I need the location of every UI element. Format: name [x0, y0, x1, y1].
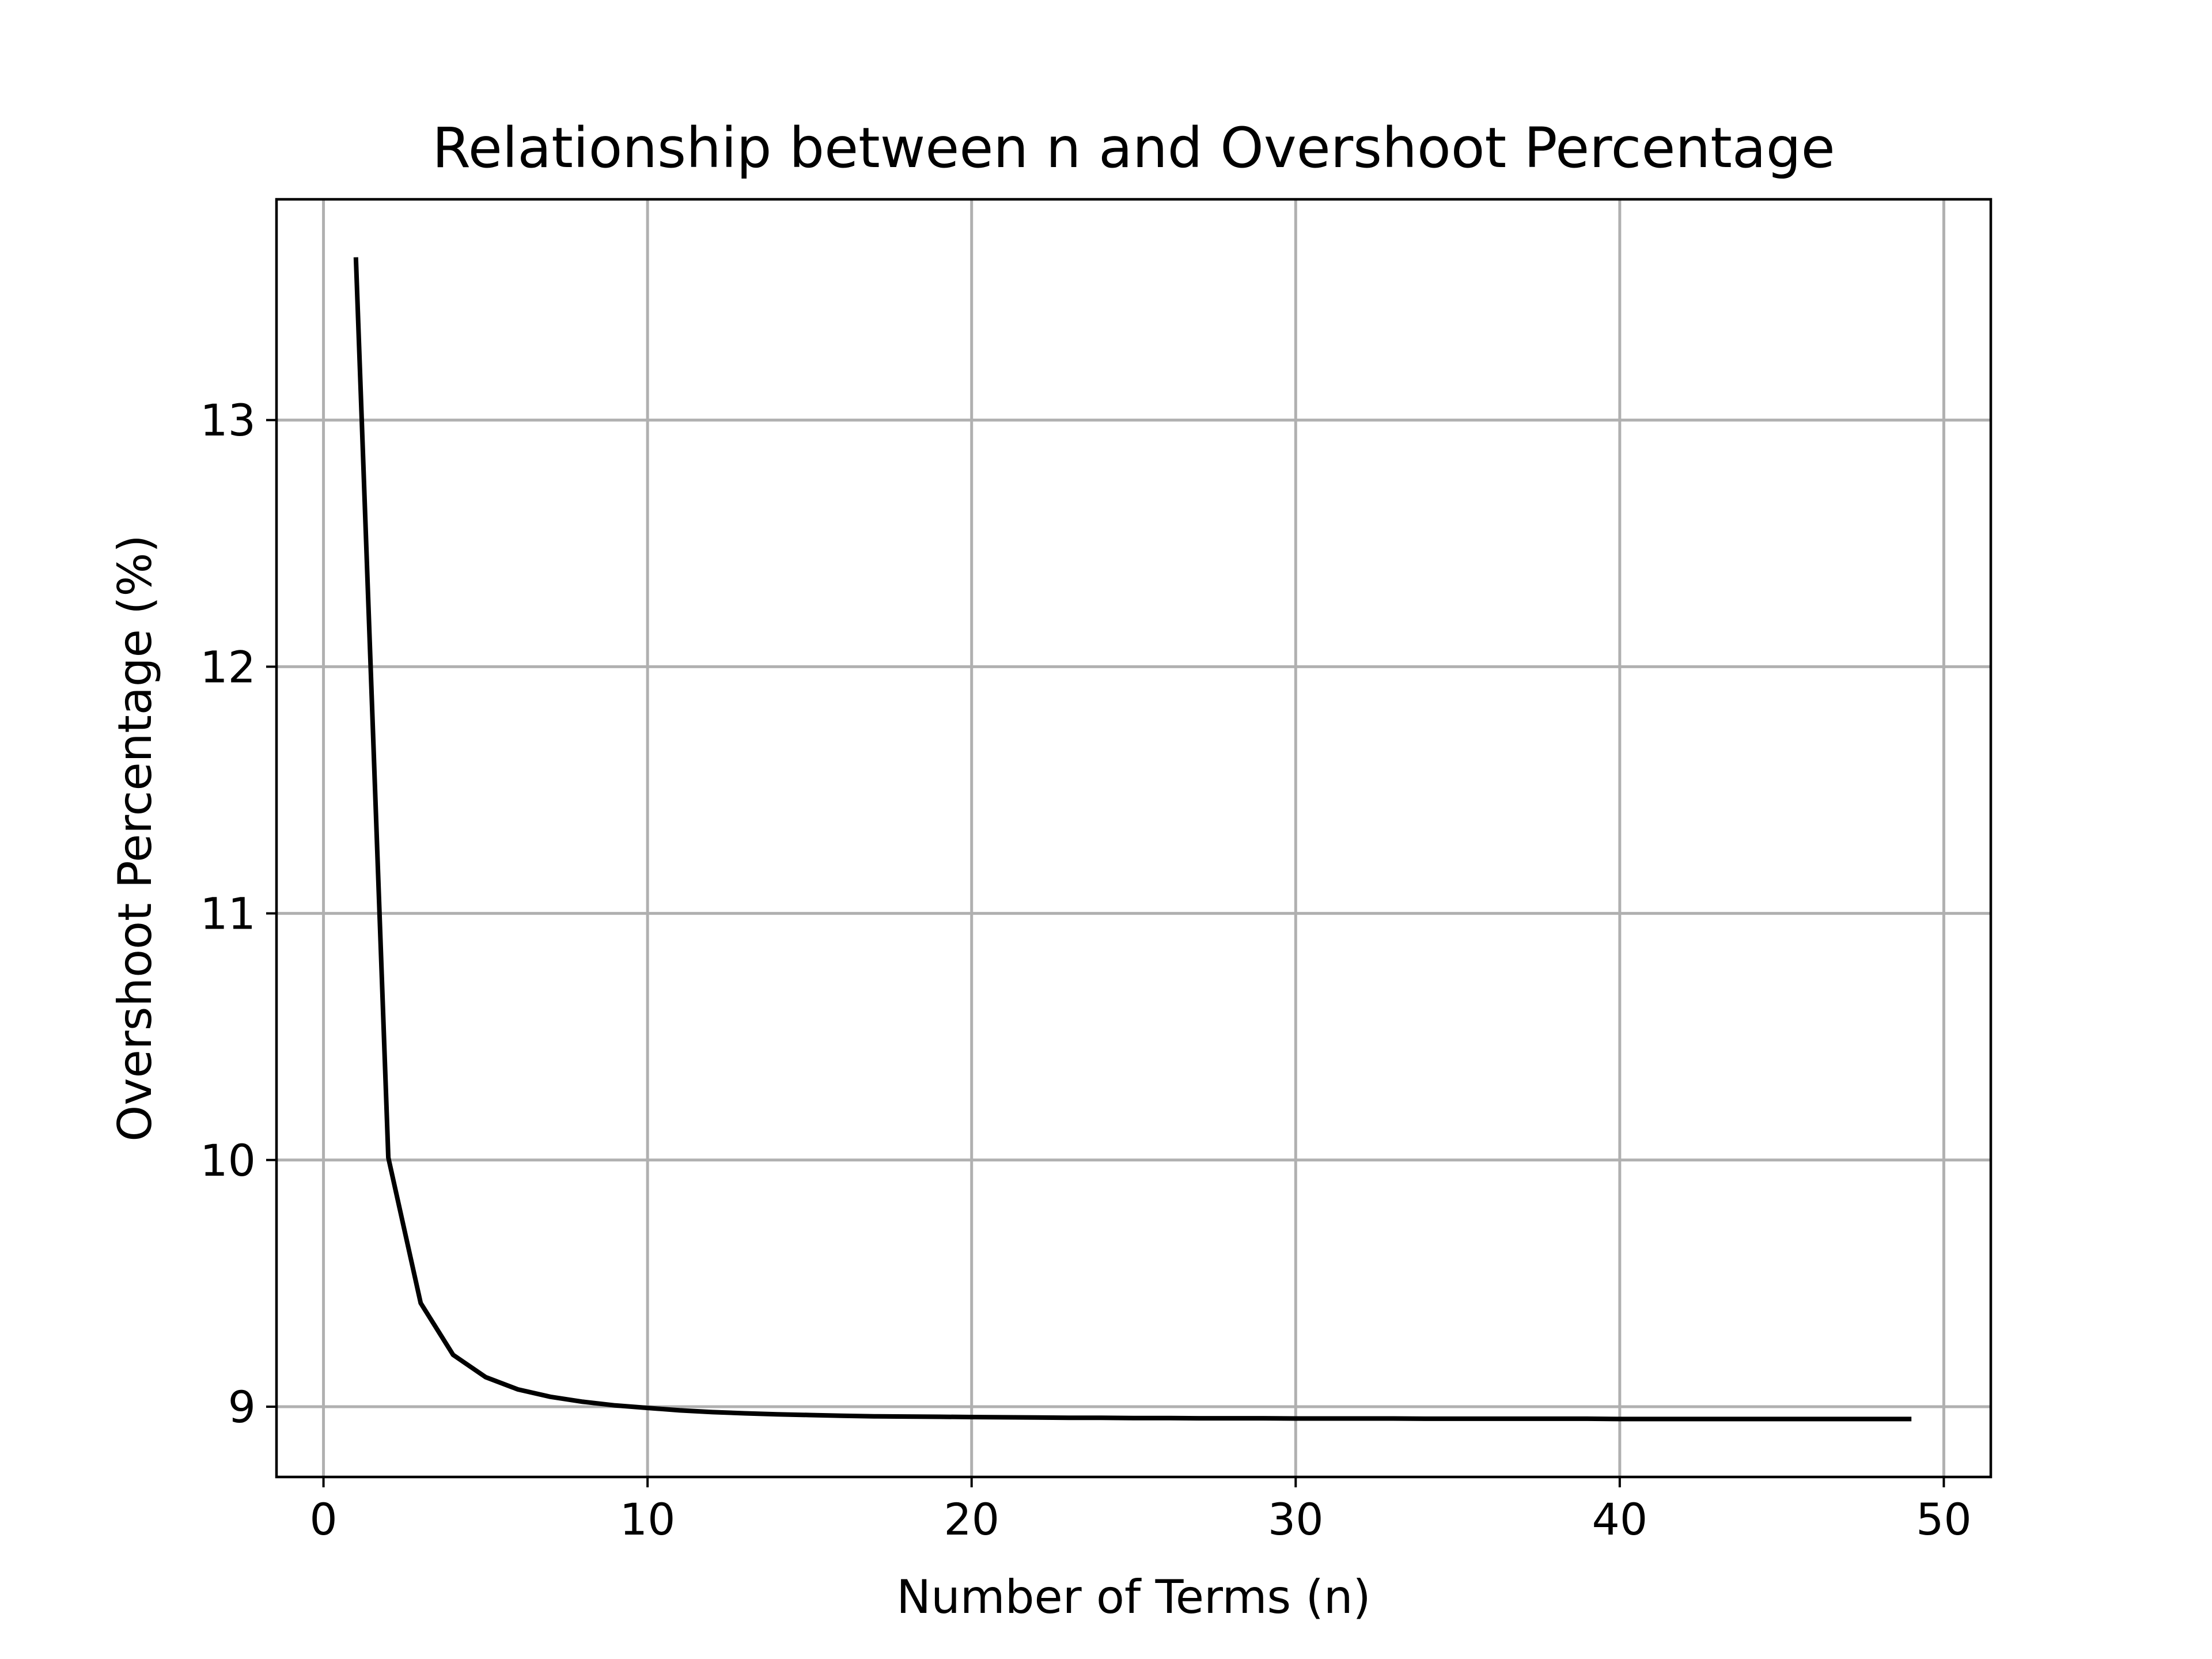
- x-tick-label: 20: [944, 1494, 999, 1545]
- y-tick-label: 12: [200, 641, 256, 692]
- y-tick-label: 13: [200, 395, 256, 446]
- ticks: 0 10 20 30 40 50 9 10 11 12 13: [200, 395, 1972, 1545]
- y-tick-label: 10: [200, 1135, 256, 1186]
- series-layer: [353, 257, 1912, 1422]
- x-tick-label: 10: [620, 1494, 676, 1545]
- x-tick-label: 0: [309, 1494, 337, 1545]
- x-tick-label: 30: [1268, 1494, 1324, 1545]
- y-axis-label: Overshoot Percentage (%): [108, 535, 162, 1141]
- series-line: [353, 257, 1912, 1422]
- y-tick-label: 9: [228, 1381, 256, 1433]
- grid: [276, 199, 1991, 1477]
- x-tick-label: 50: [1916, 1494, 1972, 1545]
- plot-frame: [275, 198, 1993, 1479]
- chart-title: Relationship between n and Overshoot Per…: [432, 116, 1835, 180]
- x-axis-label: Number of Terms (n): [896, 1570, 1370, 1624]
- y-tick-label: 11: [200, 888, 256, 940]
- x-tick-label: 40: [1592, 1494, 1647, 1545]
